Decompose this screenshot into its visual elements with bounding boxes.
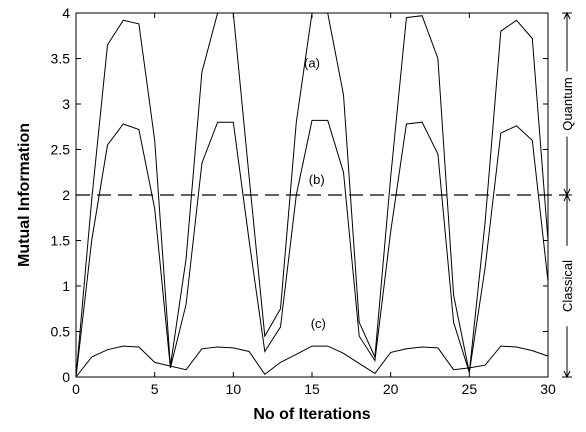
series-annotation: (b) [309,172,325,187]
bracket-arrow [563,11,571,20]
series-line-3 [75,345,549,378]
x-tick-label: 20 [383,381,399,397]
y-tick-label: 2.5 [51,142,71,158]
y-tick-label: 3.5 [51,51,71,67]
y-tick-label: 1.5 [51,233,71,249]
bracket-arrow [563,193,571,202]
y-tick-label: 3 [62,96,70,112]
bracket-arrow [563,370,571,379]
range-brackets: Quantum Classical [560,11,575,379]
x-tick-label: 25 [462,381,478,397]
y-axis-title: Mutual Information [16,123,33,267]
x-axis-title: No of Iterations [253,406,370,423]
series-annotation: (c) [311,316,326,331]
bracket-label: Quantum [560,77,575,130]
annotations: (a) (b) (c) [304,56,326,331]
bracket-label: Classical [560,260,575,312]
axis-ticks: 0 5 10 15 20 25 30 0 0.5 1 1.5 2 2.5 3 3.5 4 [51,5,556,397]
y-tick-label: 0 [62,369,70,385]
y-tick-label: 0.5 [51,324,71,340]
y-tick-label: 1 [62,278,70,294]
series-annotation: (a) [304,56,320,71]
x-tick-label: 0 [72,381,80,397]
x-tick-label: 15 [304,381,320,397]
x-tick-label: 10 [226,381,242,397]
y-tick-label: 2 [62,187,70,203]
x-tick-label: 5 [151,381,159,397]
series-line-2 [75,119,549,378]
series-lines [75,12,549,378]
y-tick-label: 4 [62,5,70,21]
x-tick-label: 30 [540,381,556,397]
